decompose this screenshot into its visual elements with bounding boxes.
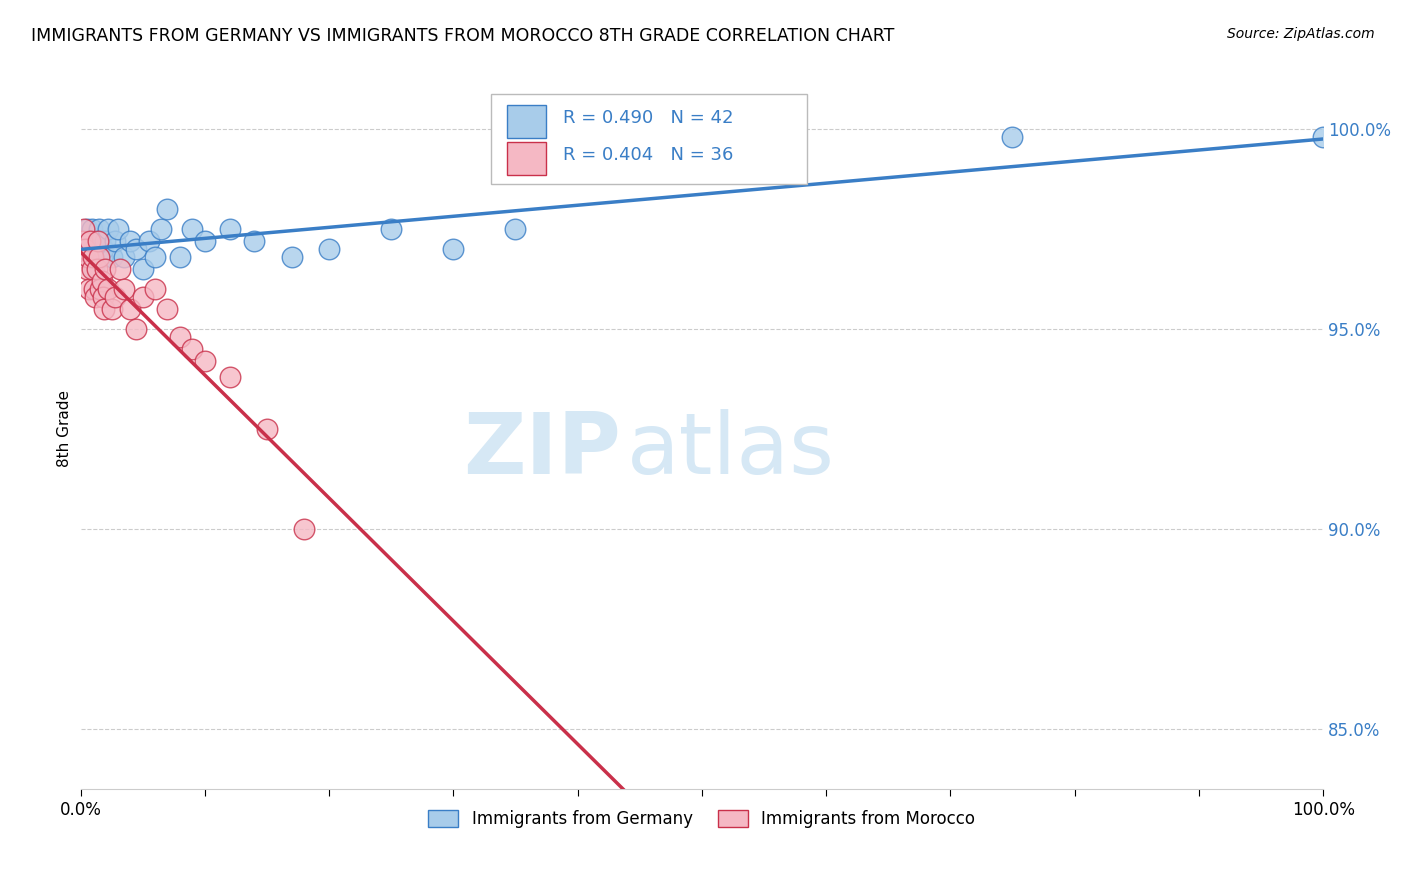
FancyBboxPatch shape [506, 104, 547, 137]
Point [80, 261, 103, 276]
Point [218, 221, 240, 235]
Point [104, 290, 127, 304]
Point [80, 221, 103, 235]
Point [87, 234, 110, 248]
Point [83, 261, 105, 276]
Point [75, 250, 97, 264]
Point [138, 234, 160, 248]
Point [380, 221, 402, 235]
Point [89, 250, 111, 264]
Point [281, 250, 304, 264]
Point [169, 330, 191, 344]
Point [83, 282, 105, 296]
Point [131, 261, 153, 276]
FancyBboxPatch shape [491, 94, 807, 184]
Text: IMMIGRANTS FROM GERMANY VS IMMIGRANTS FROM MOROCCO 8TH GRADE CORRELATION CHART: IMMIGRANTS FROM GERMANY VS IMMIGRANTS FR… [31, 27, 894, 45]
Point [73, 242, 96, 256]
Point [112, 282, 135, 296]
Point [82, 250, 104, 264]
Text: atlas: atlas [627, 409, 835, 492]
Y-axis label: 8th Grade: 8th Grade [58, 391, 72, 467]
Point [94, 261, 117, 276]
Point [86, 261, 108, 276]
Point [505, 221, 527, 235]
Point [97, 282, 120, 296]
Point [93, 301, 115, 316]
Point [120, 234, 142, 248]
Point [256, 422, 278, 436]
Point [194, 353, 217, 368]
Point [89, 234, 111, 248]
Point [125, 242, 148, 256]
Point [318, 242, 340, 256]
Text: ZIP: ZIP [464, 409, 621, 492]
Point [79, 242, 101, 256]
Point [100, 301, 122, 316]
Point [156, 202, 179, 216]
Point [70, 234, 93, 248]
Point [87, 250, 110, 264]
Point [90, 250, 112, 264]
Point [1001, 129, 1024, 144]
Point [77, 282, 100, 296]
Point [100, 250, 122, 264]
Point [143, 250, 166, 264]
Point [112, 250, 135, 264]
Point [76, 261, 98, 276]
Point [218, 369, 240, 384]
Point [84, 290, 107, 304]
Point [194, 234, 217, 248]
Point [77, 234, 100, 248]
Point [97, 221, 120, 235]
Text: Source: ZipAtlas.com: Source: ZipAtlas.com [1227, 27, 1375, 41]
FancyBboxPatch shape [506, 142, 547, 175]
Point [79, 234, 101, 248]
Point [125, 322, 148, 336]
Point [110, 261, 132, 276]
Point [91, 242, 114, 256]
Point [72, 250, 94, 264]
Point [77, 250, 100, 264]
Legend: Immigrants from Germany, Immigrants from Morocco: Immigrants from Germany, Immigrants from… [422, 804, 981, 835]
Point [89, 221, 111, 235]
Point [89, 282, 111, 296]
Point [150, 221, 173, 235]
Point [1312, 129, 1334, 144]
Point [73, 221, 96, 235]
Point [156, 301, 179, 316]
Point [82, 234, 104, 248]
Point [94, 234, 117, 248]
Point [169, 250, 191, 264]
Point [131, 290, 153, 304]
Point [181, 342, 204, 356]
Point [75, 242, 97, 256]
Point [77, 250, 100, 264]
Point [143, 282, 166, 296]
Point [76, 221, 98, 235]
Point [90, 274, 112, 288]
Text: R = 0.490   N = 42: R = 0.490 N = 42 [562, 109, 733, 127]
Point [120, 301, 142, 316]
Point [243, 234, 266, 248]
Point [441, 242, 464, 256]
Point [84, 234, 107, 248]
Point [86, 242, 108, 256]
Point [104, 234, 127, 248]
Point [181, 221, 204, 235]
Text: R = 0.404   N = 36: R = 0.404 N = 36 [562, 146, 733, 164]
Point [292, 522, 315, 536]
Point [91, 290, 114, 304]
Point [107, 221, 129, 235]
Point [72, 234, 94, 248]
